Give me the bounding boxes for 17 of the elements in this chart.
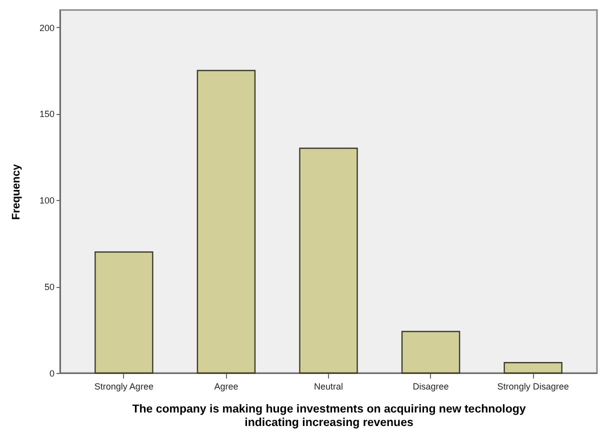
bar [504, 362, 562, 374]
bar [401, 330, 460, 374]
x-axis-title: The company is making huge investments on acquiring new technology indicating increasing revenues [132, 404, 526, 429]
bar [94, 251, 154, 374]
x-tick-label: Strongly Agree [94, 382, 154, 392]
bar [299, 148, 358, 374]
x-tick-label: Agree [214, 382, 238, 392]
x-tick-label: Strongly Disagree [497, 382, 569, 392]
x-tick-label: Neutral [314, 382, 344, 392]
y-tick-label: 0 [49, 368, 54, 378]
y-tick-label: 150 [39, 109, 54, 120]
x-tick-label: Disagree [412, 382, 449, 392]
y-tick-label: 50 [44, 282, 54, 292]
y-tick-label: 100 [39, 196, 54, 206]
y-tick-label: 200 [39, 22, 54, 33]
bar [196, 70, 256, 374]
y-axis-title: Frequency [10, 163, 22, 220]
